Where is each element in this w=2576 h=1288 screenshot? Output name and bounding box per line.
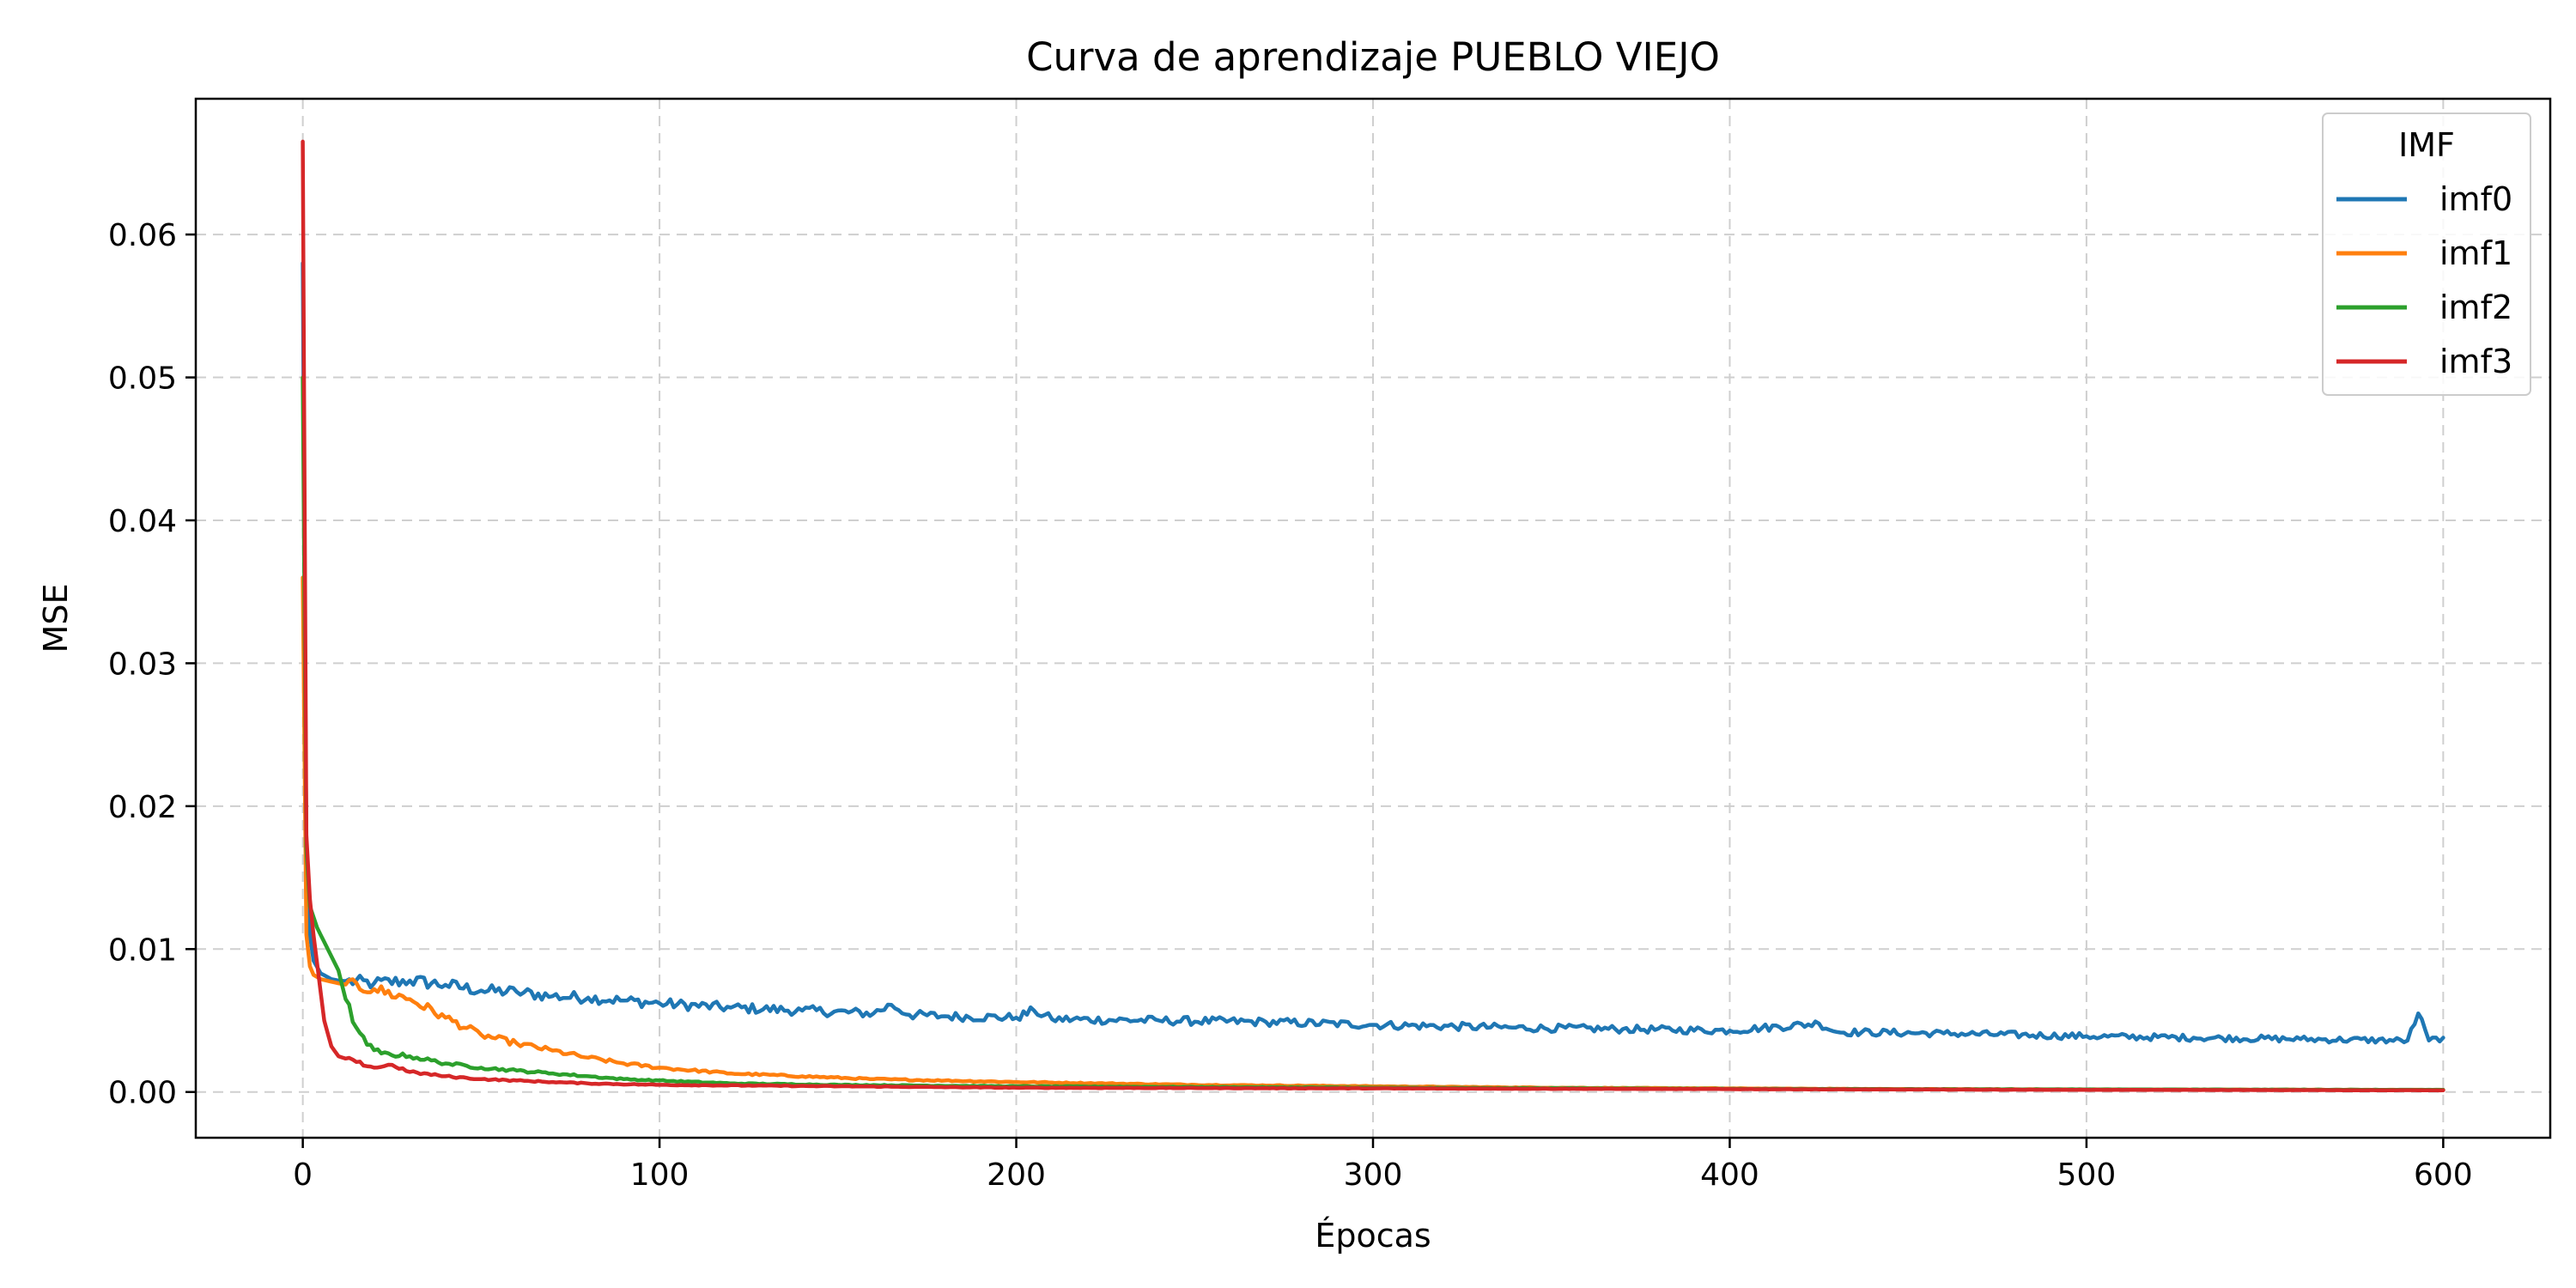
x-tick-label: 200: [987, 1157, 1046, 1193]
y-tick-label: 0.02: [108, 790, 177, 825]
legend: IMF imf0 imf1 imf2 imf3: [2322, 112, 2531, 396]
x-tick-label: 500: [2057, 1157, 2117, 1193]
grid: [196, 99, 2550, 1138]
series-line-imf3: [301, 139, 2445, 1093]
chart-title: Curva de aprendizaje PUEBLO VIEJO: [1026, 34, 1720, 80]
x-tick-label: 400: [1700, 1157, 1759, 1193]
x-axis-label: Épocas: [1315, 1217, 1431, 1255]
legend-label-imf2: imf2: [2439, 289, 2512, 326]
legend-label-imf1: imf1: [2439, 234, 2512, 272]
y-tick-label: 0.01: [108, 933, 177, 968]
y-tick-label: 0.00: [108, 1076, 177, 1111]
y-axis-label: MSE: [37, 584, 75, 653]
legend-label-imf0: imf0: [2439, 180, 2512, 218]
y-tick-label: 0.06: [108, 218, 177, 253]
y-tick-label: 0.04: [108, 504, 177, 539]
y-tick-label: 0.05: [108, 361, 177, 397]
series-layer: [301, 139, 2445, 1093]
legend-label-imf3: imf3: [2439, 343, 2512, 380]
legend-title: IMF: [2398, 126, 2455, 164]
x-tick-label: 300: [1344, 1157, 1403, 1193]
x-tick-label: 600: [2414, 1157, 2473, 1193]
x-tick-label: 0: [293, 1157, 313, 1193]
y-tick-label: 0.03: [108, 647, 177, 682]
legend-items: imf0 imf1 imf2 imf3: [2336, 180, 2512, 380]
x-tick-label: 100: [630, 1157, 690, 1193]
legend-box: [2322, 112, 2531, 396]
axis-ticks: 0 100 200 300 400 500 600 0.00 0.01 0.02 0.03 0.04 0…: [108, 218, 2473, 1193]
series-line-imf0: [301, 261, 2445, 1045]
